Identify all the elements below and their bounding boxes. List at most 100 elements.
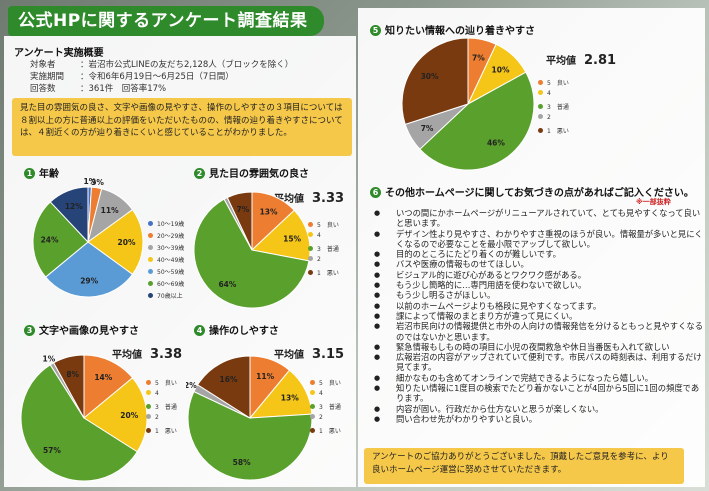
legend-item: 1 悪い <box>310 426 341 438</box>
thanks-box: アンケートのご協力ありがとうございました。頂戴したご意見を参考に、より良いホーム… <box>364 448 684 484</box>
pie-slice-label: 10% <box>492 65 510 74</box>
pie-slice-label: 30% <box>421 72 439 81</box>
legend-swatch <box>308 232 313 237</box>
pie-slice <box>20 364 138 482</box>
average-label: 平均値 <box>274 194 304 205</box>
pie-slice-label: 20% <box>118 238 136 247</box>
legend-swatch <box>146 404 151 409</box>
comments-title: その他ホームページに関してお気づきの点があればご記入ください。 <box>385 188 694 199</box>
average-label: 平均値 <box>546 56 576 67</box>
chart-3-heading: 3 文字や画像の見やすさ <box>24 322 139 337</box>
legend-label: 4 <box>317 232 321 239</box>
legend-label: 20～29歳 <box>157 233 185 240</box>
chart-5-heading: 5 知りたい情報への辿り着きやすさ <box>370 22 535 37</box>
pie-slice-label: 46% <box>487 138 505 147</box>
legend-label: 1 悪い <box>547 128 569 135</box>
comment-item: 緊急情報もしもの時の項目に小児の夜間救急や休日当番医も入れて欲しい <box>374 342 704 353</box>
legend-swatch <box>310 428 315 433</box>
pie-slice-label: 57% <box>43 446 61 455</box>
survey-value: ：361件 回答率17% <box>80 84 167 94</box>
survey-label: 対象者 <box>30 60 56 70</box>
legend-item: 3 普通 <box>538 102 569 114</box>
chart-3-average: 平均値 3.38 <box>112 346 182 362</box>
comment-item: 内容が固い。行政だから仕方ないと思うが楽しくない。 <box>374 404 704 415</box>
chart-1-legend: 10～19歳 20～29歳 30～39歳 40～49歳 50～59歳 60～69歳 70歳以… <box>148 219 184 303</box>
legend-label: 5 良い <box>547 80 569 87</box>
pie-slice-label: 7% <box>421 124 434 133</box>
legend-label: 3 普通 <box>317 246 339 253</box>
legend-swatch <box>146 390 151 395</box>
legend-swatch <box>148 245 153 250</box>
pie-slice <box>32 201 89 278</box>
legend-item: 5 良い <box>146 378 177 390</box>
comment-item: もう少し簡略的に…専門用語を使わないで欲しい。 <box>374 280 704 291</box>
legend-label: 3 普通 <box>319 404 341 411</box>
legend-label: 3 普通 <box>155 404 177 411</box>
legend-item: 5 良い <box>538 78 569 90</box>
chart-3-pie: 14% 20% 57% 1% 8% <box>20 354 148 482</box>
legend-label: 4 <box>319 390 323 397</box>
comment-item: デザイン性より見やすさ、わかりやすさ重視のほうが良い。情報量が多いと見にくくなる… <box>374 229 704 250</box>
legend-item: 40～49歳 <box>148 255 184 267</box>
pie-slice-label: 12% <box>65 202 83 211</box>
pie-slice <box>187 390 313 481</box>
pie-slice-label: 64% <box>218 280 236 289</box>
average-value: 2.81 <box>584 53 617 68</box>
legend-label: 1 悪い <box>319 428 341 435</box>
chart-3-legend: 5 良い 4 3 普通 2 1 悪い <box>146 378 177 438</box>
survey-value: ：岩沼市公式LINEの友だち2,128人（ブロックを除く） <box>80 60 294 70</box>
legend-label: 40～49歳 <box>157 257 185 264</box>
chart-title: 文字や画像の見やすさ <box>39 326 139 337</box>
legend-swatch <box>148 233 153 238</box>
pie-slice-label: 8% <box>66 370 79 379</box>
legend-item: 4 <box>146 390 177 402</box>
legend-label: 10～19歳 <box>157 221 185 228</box>
legend-swatch <box>148 281 153 286</box>
legend-item: 3 普通 <box>308 244 339 256</box>
pie-slice <box>49 186 89 244</box>
average-value: 3.38 <box>150 347 183 362</box>
pie-slice-label: 24% <box>41 236 59 245</box>
legend-swatch <box>538 80 543 85</box>
average-label: 平均値 <box>274 350 304 361</box>
legend-item: 3 普通 <box>310 402 341 414</box>
survey-value: ：令和6年6月19日～6月25日（7日間） <box>80 72 234 82</box>
survey-row-period: 実施期間 ：令和6年6月19日～6月25日（7日間） <box>30 70 234 82</box>
legend-swatch <box>308 222 313 227</box>
legend-label: 30～39歳 <box>157 245 185 252</box>
pie-slice-label: 29% <box>80 276 98 285</box>
legend-swatch <box>538 104 543 109</box>
survey-heading: アンケート実施概要 <box>14 48 104 59</box>
average-label: 平均値 <box>112 350 142 361</box>
chart-2-legend: 5 良い 4 3 普通 2 1 悪い <box>308 220 339 280</box>
comment-item: もう少し明るさがほしい。 <box>374 290 704 301</box>
comments-number-badge: 6 <box>370 187 381 198</box>
legend-swatch <box>538 90 543 95</box>
legend-label: 2 <box>547 114 551 121</box>
legend-label: 50～59歳 <box>157 269 185 276</box>
pie-slice-label: 58% <box>233 458 251 467</box>
pie-slice-label: 16% <box>220 375 238 384</box>
legend-item: 2 <box>538 114 569 126</box>
comment-item: 以前のホームページよりも格段に見やすくなってます。 <box>374 301 704 312</box>
legend-label: 4 <box>155 390 159 397</box>
pie-slice <box>52 354 85 419</box>
legend-swatch <box>146 428 151 433</box>
comment-item: いつの間にかホームページがリニューアルされていて、とても見やすくなって良いと思い… <box>374 208 704 229</box>
legend-label: 5 良い <box>317 222 339 229</box>
legend-swatch <box>310 404 315 409</box>
pie-slice-label: 11% <box>256 372 274 381</box>
pie-slice <box>401 37 469 126</box>
legend-swatch <box>310 414 315 419</box>
survey-row-responses: 回答数 ：361件 回答率17% <box>30 82 166 94</box>
pie-slice <box>83 354 134 420</box>
pie-slice-label: 13% <box>281 394 299 403</box>
legend-label: 60～69歳 <box>157 281 185 288</box>
legend-item: 3 普通 <box>146 402 177 414</box>
chart-4-heading: 4 操作のしやすさ <box>194 322 279 337</box>
legend-item: 60～69歳 <box>148 279 184 291</box>
survey-label: 回答数 <box>30 84 56 94</box>
comment-item: 岩沼市民向けの情報提供と市外の人向けの情報発信を分けるともっと見やすくなるのでは… <box>374 321 704 342</box>
chart-title: 年齢 <box>39 169 59 180</box>
legend-label: 3 普通 <box>547 104 569 111</box>
